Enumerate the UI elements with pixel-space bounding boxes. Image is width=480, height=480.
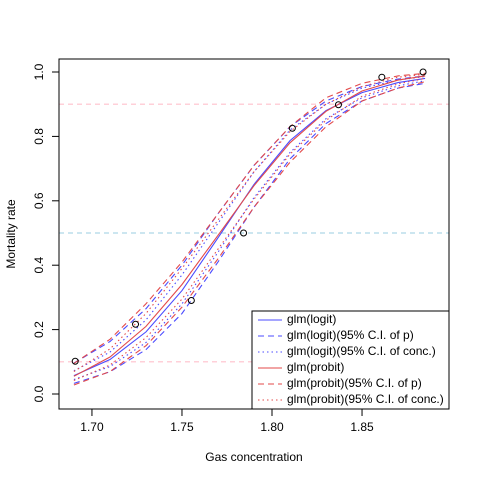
legend-label: glm(logit)(95% C.I. of conc.) (287, 344, 436, 358)
curve (73, 80, 426, 381)
curve (73, 73, 426, 372)
y-tick-label: 0.4 (32, 257, 46, 274)
data-point (288, 124, 296, 132)
legend-box (251, 310, 450, 410)
curve (73, 75, 426, 364)
y-tick-label: 0.6 (32, 192, 46, 209)
legend-label: glm(probit)(95% C.I. of conc.) (287, 392, 444, 406)
legend-label: glm(logit)(95% C.I. of p) (287, 328, 414, 342)
x-tick-label: 1.70 (80, 420, 104, 434)
data-point (187, 297, 195, 305)
curve (73, 75, 426, 372)
data-point (240, 229, 248, 237)
legend-label: glm(probit)(95% C.I. of p) (287, 376, 422, 390)
data-point (132, 320, 140, 328)
curve (73, 77, 426, 377)
legend-label: glm(logit) (287, 312, 336, 326)
y-tick-label: 0.2 (32, 321, 46, 338)
legend-label: glm(probit) (287, 360, 344, 374)
y-axis-label: Mortality rate (4, 199, 18, 269)
x-tick-label: 1.80 (260, 420, 284, 434)
data-point (419, 68, 427, 76)
curve (73, 81, 426, 386)
data-point (71, 357, 79, 365)
data-point (378, 73, 386, 81)
x-axis-label: Gas concentration (205, 450, 302, 464)
x-tick-label: 1.75 (170, 420, 194, 434)
y-tick-label: 0.8 (32, 128, 46, 145)
curve (73, 75, 426, 377)
data-point (334, 101, 342, 109)
curve (73, 77, 426, 382)
x-tick-label: 1.85 (350, 420, 374, 434)
y-tick-label: 1.0 (32, 63, 46, 80)
y-tick-label: 0.0 (32, 385, 46, 402)
